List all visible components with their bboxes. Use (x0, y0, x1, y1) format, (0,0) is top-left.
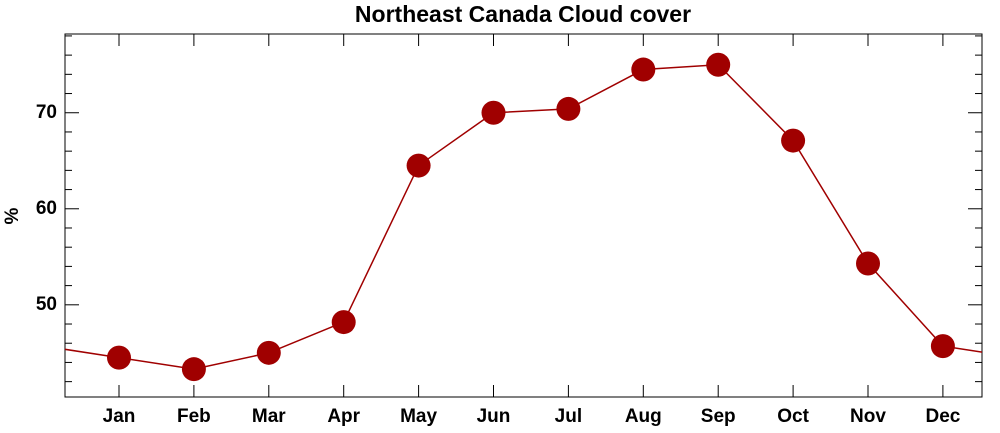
x-tick-label: Feb (177, 406, 211, 427)
data-point (331, 310, 356, 335)
data-line (118, 63, 944, 370)
x-tick-label: Oct (777, 406, 809, 427)
x-tick-label: Jul (555, 406, 582, 427)
y-tick-label: 50 (36, 294, 57, 315)
x-tick-label: Jun (477, 406, 511, 427)
x-tick-label: May (400, 406, 437, 427)
data-point (631, 57, 656, 82)
x-tick-label: Mar (252, 406, 286, 427)
x-tick-label: Apr (327, 406, 360, 427)
wrap-line (65, 348, 120, 359)
y-tick-label: 60 (36, 198, 57, 219)
data-point (556, 96, 581, 121)
x-tick-label: Aug (625, 406, 662, 427)
data-point (107, 345, 131, 370)
data-point (481, 100, 506, 125)
data-point (856, 251, 880, 276)
data-point (781, 128, 806, 153)
data-point (706, 52, 731, 77)
data-point (256, 340, 281, 365)
y-axis-label: % (2, 207, 23, 224)
x-tick-label: Jan (103, 406, 136, 427)
chart-title: Northeast Canada Cloud cover (355, 1, 691, 27)
data-point (930, 334, 955, 359)
x-tick-label: Nov (850, 406, 886, 427)
data-point (181, 357, 206, 382)
wrap-segments (65, 345, 982, 359)
x-tick-label: Dec (925, 406, 960, 427)
data-point (406, 153, 431, 178)
x-tick-label: Sep (701, 406, 736, 427)
y-tick-label: 70 (36, 102, 57, 123)
plot-frame (64, 33, 983, 398)
wrap-line (942, 345, 982, 353)
